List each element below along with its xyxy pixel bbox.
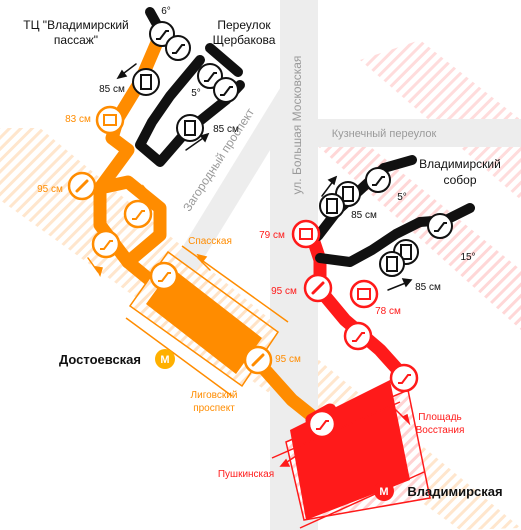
turnstile-icon [291,219,321,249]
arrow-icon [87,257,103,278]
door-icon [319,193,345,219]
direction-arrows [87,63,413,467]
street-bolshaya-moskovskaya: ул. Большая Московская [290,56,304,195]
arrow-icon [279,455,297,467]
exit-tc: ТЦ "Владимирский [23,18,128,32]
arrow-icon [196,253,211,271]
doors [95,68,419,309]
escalator-icon [165,35,191,61]
arrow-icon [387,278,413,291]
street-kuznechny: Кузнечный переулок [332,128,437,140]
width-label: 95 см [271,286,297,297]
angle-label: 15° [460,252,475,263]
turnstile-icon [95,105,125,135]
escalators [91,21,453,439]
arrow-icon [139,184,151,207]
escalator-icon [149,261,179,291]
passage-icon [67,171,97,201]
passage-icon [243,345,273,375]
width-label: 95 см [37,184,63,195]
platform-spasskaya: Спасская [188,236,232,247]
width-label: 85 см [415,282,441,293]
exit-sobor-line2: собор [443,173,476,187]
exit-sobor-line1: Владимирский [419,157,501,171]
metro-logo-icon: М [155,349,175,369]
width-label: 95 см [275,354,301,365]
escalator-icon [123,199,153,229]
width-label: 79 см [259,230,285,241]
angle-label: 5° [191,88,201,99]
door-icon [132,68,160,96]
metro-logo-icon: М [374,481,394,501]
platform-ploshchad-line2: Восстания [416,425,465,436]
platform-ligovsky-line1: Лиговский [191,390,238,401]
passage-icon [303,273,333,303]
exit-tc-line2: пассаж" [54,33,98,47]
exit-pereulok-line2: Щербакова [213,33,276,47]
passages [67,171,333,375]
door-icon [379,251,405,277]
exit-pereulok-line1: Переулок [217,18,271,32]
width-label: 85 см [99,84,125,95]
escalator-icon [91,229,121,259]
width-label: 85 см [213,124,239,135]
metro-logo-letter: М [160,354,169,366]
escalator-icon [365,167,391,193]
escalator-icon [149,21,175,47]
width-label: 78 см [375,306,401,317]
arrow-icon [395,409,411,426]
arrow-icon [185,132,210,151]
station-dostoevskaya: Достоевская [59,352,141,367]
metro-logo-letter: М [379,486,388,498]
width-label: 85 см [351,210,377,221]
escalator-icon [389,363,419,393]
door-icon [176,114,204,142]
arrow-icon [321,175,338,197]
turnstile-icon [349,279,379,309]
platform-pushkinskaya: Пушкинская [218,469,274,480]
escalator-icon [427,213,453,239]
escalator-icon [213,77,239,103]
station-vladimirskaya: Владимирская [407,484,502,499]
platform-ligovsky-line2: проспект [193,403,235,414]
escalator-icon [343,321,373,351]
angle-label: 5° [397,192,407,203]
arrow-icon [116,63,137,80]
platform-ploshchad-line1: Площадь [418,412,462,423]
width-label: 83 см [65,114,91,125]
escalator-icon [307,409,337,439]
angle-label: 6° [161,6,171,17]
